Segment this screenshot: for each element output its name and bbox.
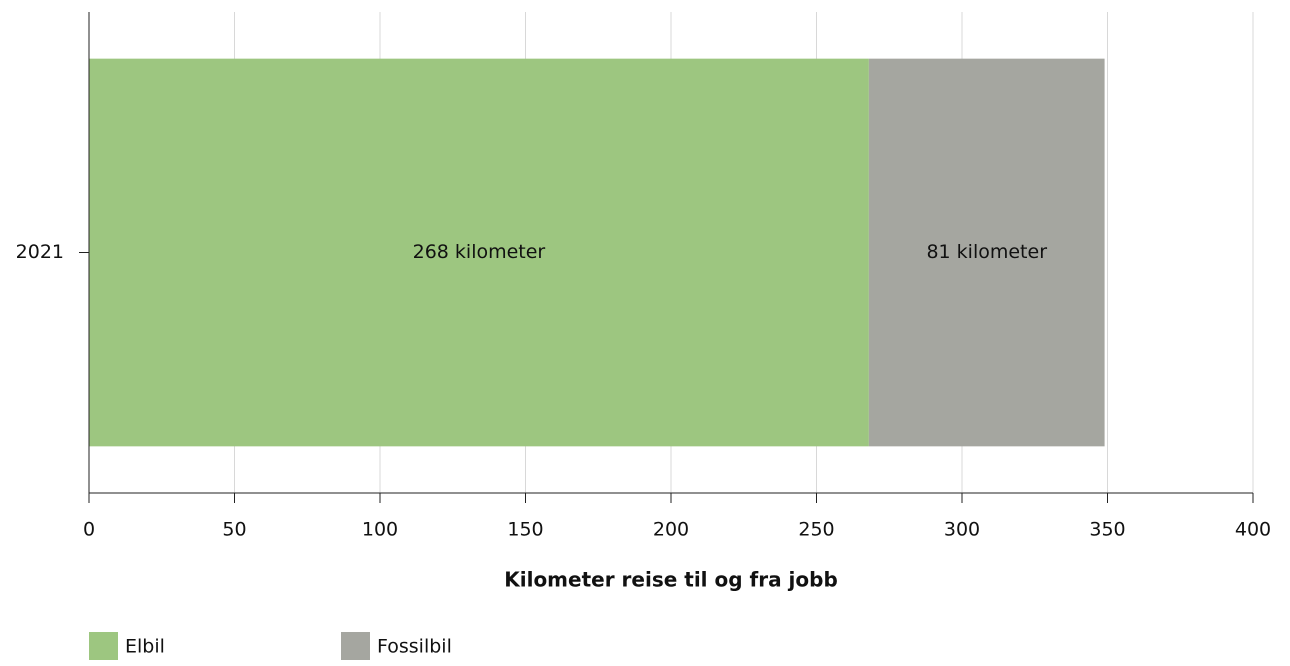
data-label: 81 kilometer [926,241,1047,263]
bar [868,58,1105,447]
x-tick-label: 200 [653,519,689,541]
legend-swatch [341,632,370,660]
x-tick-label: 150 [507,519,543,541]
data-label: 268 kilometer [413,241,546,263]
x-tick-label: 250 [798,519,834,541]
legend-swatch [89,632,118,660]
bar [89,58,869,447]
x-axis-label: Kilometer reise til og fra jobb [504,568,838,592]
x-tick-label: 300 [944,519,980,541]
legend-label: Elbil [125,636,165,658]
legend-label: Fossilbil [377,636,452,658]
x-tick-label: 350 [1089,519,1125,541]
x-tick-label: 400 [1235,519,1271,541]
x-tick-label: 50 [222,519,246,541]
y-tick-label: 2021 [16,241,64,263]
x-tick-label: 100 [362,519,398,541]
x-tick-label: 0 [83,519,95,541]
